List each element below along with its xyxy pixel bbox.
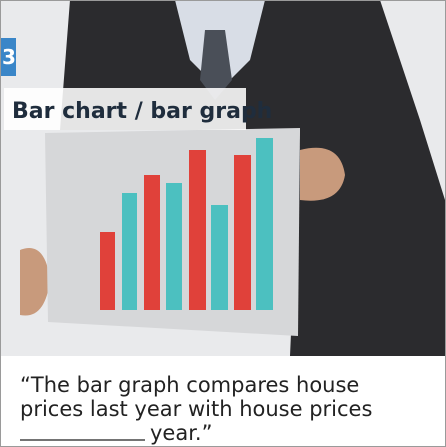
caption-line: year.”: [150, 421, 212, 445]
bar: [166, 183, 182, 310]
bar: [100, 232, 115, 310]
heading: Bar chart / bar graph: [12, 99, 272, 124]
bar: [122, 193, 137, 310]
bar: [234, 155, 251, 310]
heading-box: [4, 88, 246, 130]
badge: 3: [2, 45, 16, 69]
bar: [189, 150, 206, 310]
hand: [300, 147, 345, 201]
bar: [256, 138, 273, 310]
caption-line: “The bar graph compares house: [20, 373, 359, 397]
tie: [200, 30, 232, 100]
badge-box: [0, 38, 16, 76]
caption-line: prices last year with house prices: [20, 397, 372, 421]
bar: [211, 205, 228, 310]
board-bars: [100, 138, 273, 310]
hand: [20, 248, 50, 316]
bar: [144, 175, 160, 310]
photo: [1, 0, 445, 356]
